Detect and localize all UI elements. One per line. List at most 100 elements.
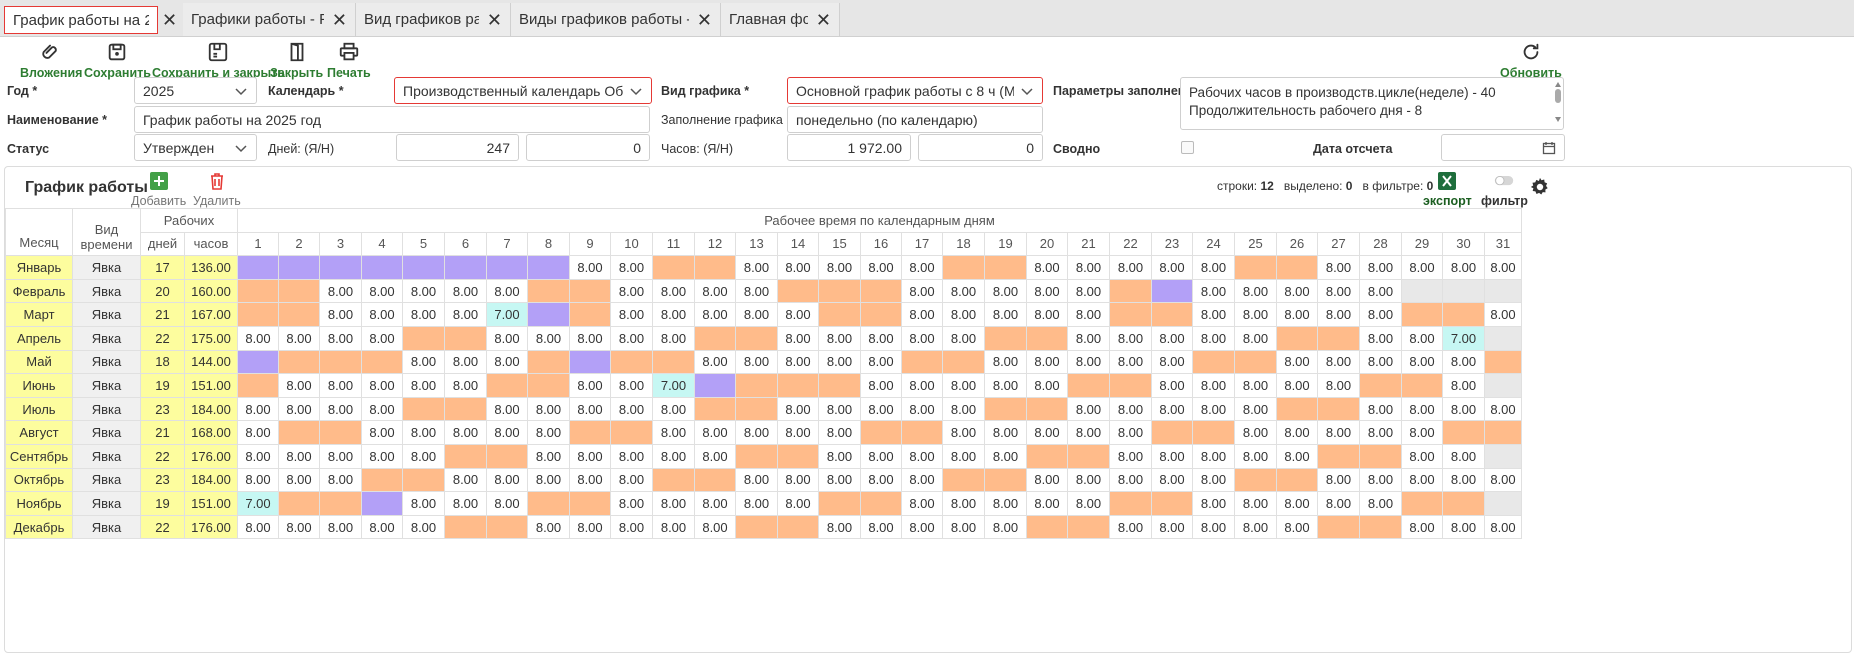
day-cell[interactable]: 8.00 — [237, 420, 279, 445]
day-cell[interactable]: 8.00 — [777, 396, 819, 422]
day-cell[interactable] — [610, 420, 653, 445]
day-cell[interactable]: 8.00 — [818, 420, 861, 445]
day-cell[interactable]: 8.00 — [444, 278, 487, 304]
day-cell[interactable]: 8.00 — [1192, 373, 1235, 398]
tab-close-icon[interactable]: ✕ — [696, 9, 712, 30]
day-cell[interactable]: 8.00 — [901, 491, 943, 516]
day-cell[interactable] — [1192, 349, 1235, 375]
day-cell[interactable] — [1317, 396, 1360, 422]
day-cell[interactable]: 8.00 — [860, 325, 902, 351]
month-cell[interactable]: Август — [5, 420, 73, 445]
day-cell[interactable] — [942, 467, 985, 493]
working-days-cell[interactable]: 19 — [140, 373, 185, 398]
day-cell[interactable]: 8.00 — [1109, 255, 1152, 280]
day-cell[interactable]: 8.00 — [984, 420, 1027, 445]
day-cell[interactable]: 8.00 — [361, 420, 403, 445]
month-cell[interactable]: Декабрь — [5, 514, 73, 540]
day-cell[interactable] — [694, 467, 736, 493]
print-button[interactable]: Печать — [327, 41, 371, 80]
day-cell[interactable] — [860, 420, 902, 445]
day-cell[interactable]: 8.00 — [1067, 420, 1110, 445]
day-cell[interactable]: 8.00 — [777, 255, 819, 280]
day-cell[interactable] — [319, 491, 362, 516]
day-cell[interactable]: 8.00 — [694, 302, 736, 327]
days-yes-field[interactable]: 247 — [396, 134, 519, 161]
working-days-cell[interactable]: 19 — [140, 491, 185, 516]
day-cell[interactable]: 8.00 — [361, 396, 403, 422]
day-cell[interactable]: 8.00 — [361, 302, 403, 327]
day-cell[interactable]: 8.00 — [278, 373, 320, 398]
day-cell[interactable]: 8.00 — [569, 325, 611, 351]
day-cell[interactable] — [735, 373, 778, 398]
tab-close-icon[interactable]: ✕ — [162, 10, 178, 30]
day-cell[interactable]: 8.00 — [694, 420, 736, 445]
working-hours-cell[interactable]: 160.00 — [184, 278, 238, 304]
day-cell[interactable]: 8.00 — [278, 396, 320, 422]
hours-yes-field[interactable]: 1 972.00 — [787, 134, 911, 161]
day-cell[interactable] — [1234, 349, 1277, 375]
day-cell[interactable] — [527, 302, 570, 327]
day-cell[interactable]: 8.00 — [486, 349, 528, 375]
day-cell[interactable]: 8.00 — [319, 396, 362, 422]
day-cell[interactable]: 8.00 — [319, 443, 362, 469]
day-cell[interactable] — [1067, 373, 1110, 398]
table-row[interactable]: Апрель Явка 22 175.00 8.00 8.00 8.00 8.00 8.00 8.… — [5, 325, 1522, 351]
day-cell[interactable]: 8.00 — [237, 443, 279, 469]
day-cell[interactable] — [1276, 255, 1318, 280]
day-cell[interactable] — [860, 491, 902, 516]
day-cell[interactable] — [1026, 514, 1068, 540]
day-cell[interactable] — [278, 255, 320, 280]
day-cell[interactable] — [694, 255, 736, 280]
time-type-cell[interactable]: Явка — [72, 491, 141, 516]
day-cell[interactable]: 8.00 — [527, 420, 570, 445]
day-cell[interactable]: 8.00 — [486, 396, 528, 422]
day-cell[interactable]: 8.00 — [444, 373, 487, 398]
status-select[interactable]: Утвержден — [134, 134, 257, 161]
day-cell[interactable] — [1442, 278, 1485, 304]
day-cell[interactable] — [942, 255, 985, 280]
day-cell[interactable]: 8.00 — [278, 467, 320, 493]
table-row[interactable]: Март Явка 21 167.00 8.00 8.00 8.00 8.00 7.00 8.00… — [5, 302, 1522, 327]
day-cell[interactable]: 8.00 — [652, 302, 695, 327]
day-cell[interactable]: 8.00 — [1234, 420, 1277, 445]
day-cell[interactable]: 8.00 — [942, 514, 985, 540]
day-cell[interactable]: 8.00 — [486, 420, 528, 445]
day-cell[interactable] — [569, 420, 611, 445]
day-cell[interactable]: 8.00 — [569, 443, 611, 469]
day-cell[interactable]: 8.00 — [735, 255, 778, 280]
day-cell[interactable]: 8.00 — [735, 467, 778, 493]
hours-no-field[interactable]: 0 — [918, 134, 1043, 161]
day-cell[interactable]: 8.00 — [1442, 514, 1485, 540]
day-cell[interactable]: 8.00 — [1442, 349, 1485, 375]
working-days-cell[interactable]: 22 — [140, 514, 185, 540]
day-cell[interactable]: 8.00 — [1234, 325, 1277, 351]
params-textarea[interactable]: Рабочих часов в производств.цикле(неделе… — [1180, 77, 1564, 130]
day-cell[interactable]: 8.00 — [527, 467, 570, 493]
day-cell[interactable] — [860, 302, 902, 327]
day-cell[interactable] — [694, 373, 736, 398]
day-cell[interactable] — [444, 514, 487, 540]
day-cell[interactable] — [1484, 325, 1522, 351]
working-hours-cell[interactable]: 167.00 — [184, 302, 238, 327]
day-cell[interactable] — [444, 396, 487, 422]
day-cell[interactable]: 8.00 — [486, 467, 528, 493]
day-cell[interactable]: 8.00 — [1151, 514, 1193, 540]
table-row[interactable]: Октябрь Явка 23 184.00 8.00 8.00 8.00 8.00 8.00 8… — [5, 467, 1522, 493]
day-cell[interactable]: 8.00 — [1317, 373, 1360, 398]
day-cell[interactable] — [278, 491, 320, 516]
day-cell[interactable] — [278, 420, 320, 445]
day-cell[interactable]: 8.00 — [319, 302, 362, 327]
save-button[interactable]: Сохранить — [84, 41, 151, 80]
attachments-button[interactable]: Вложения — [20, 41, 82, 80]
day-cell[interactable] — [1192, 420, 1235, 445]
day-cell[interactable]: 8.00 — [652, 491, 695, 516]
day-cell[interactable]: 8.00 — [652, 420, 695, 445]
day-cell[interactable]: 8.00 — [652, 396, 695, 422]
day-cell[interactable]: 8.00 — [1359, 278, 1402, 304]
month-cell[interactable]: Ноябрь — [5, 491, 73, 516]
day-cell[interactable]: 8.00 — [901, 325, 943, 351]
day-cell[interactable]: 8.00 — [1401, 420, 1443, 445]
day-cell[interactable] — [361, 491, 403, 516]
day-cell[interactable]: 8.00 — [1401, 514, 1443, 540]
day-cell[interactable]: 8.00 — [1151, 325, 1193, 351]
